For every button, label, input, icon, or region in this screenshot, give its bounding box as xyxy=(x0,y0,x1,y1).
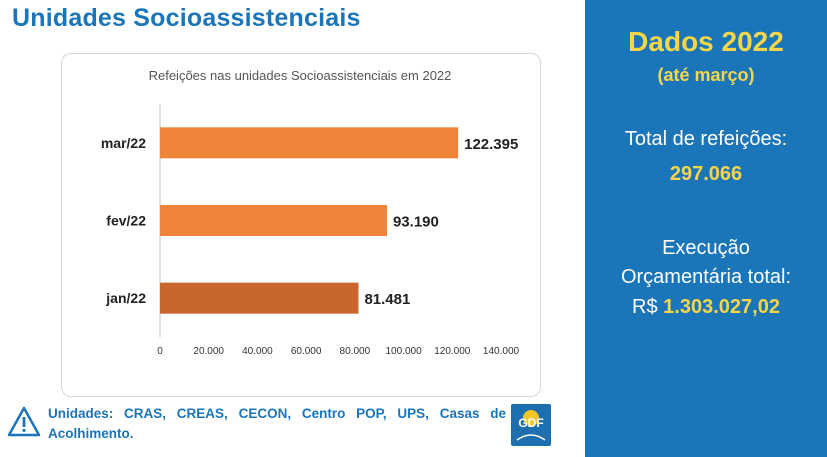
warning-icon xyxy=(7,406,41,437)
x-tick-label: 20.000 xyxy=(193,346,224,357)
bar-chart: Refeições nas unidades Socioassistenciai… xyxy=(101,68,520,357)
total-meals-label: Total de refeições: xyxy=(624,128,788,150)
value-label: 122.395 xyxy=(464,136,518,153)
budget-currency: R$ xyxy=(632,296,658,318)
summary-subtitle: (até março) xyxy=(657,65,755,85)
category-label: mar/22 xyxy=(101,135,146,151)
budget-value-line: R$ 1.303.027,02 xyxy=(585,296,827,319)
chart-card: Refeições nas unidades Socioassistenciai… xyxy=(61,53,541,397)
budget-label-line1: Execução xyxy=(662,237,750,259)
x-tick-label: 140.000 xyxy=(483,346,520,357)
logo-text: GDF xyxy=(518,416,544,430)
x-tick-label: 60.000 xyxy=(291,346,322,357)
units-note: Unidades: CRAS, CREAS, CECON, Centro POP… xyxy=(48,406,506,441)
category-label: fev/22 xyxy=(106,213,146,229)
budget-value: 1.303.027,02 xyxy=(663,296,780,318)
x-tick-label: 100.000 xyxy=(385,346,422,357)
x-tick-label: 40.000 xyxy=(242,346,273,357)
summary-panel: Dados 2022 (até março) Total de refeiçõe… xyxy=(585,0,827,457)
chart-title: Refeições nas unidades Socioassistenciai… xyxy=(149,68,452,83)
page-title: Unidades Socioassistenciais xyxy=(12,4,361,32)
x-tick-label: 80.000 xyxy=(340,346,371,357)
x-tick-label: 0 xyxy=(157,346,163,357)
value-label: 93.190 xyxy=(393,214,439,231)
bar-mar-22 xyxy=(160,127,459,159)
bar-jan-22 xyxy=(160,282,359,314)
bar-fev-22 xyxy=(160,205,387,236)
x-tick-label: 120.000 xyxy=(434,346,471,357)
total-meals-value: 297.066 xyxy=(669,163,743,185)
budget-label-line2: Orçamentária total: xyxy=(620,266,792,288)
summary-title: Dados 2022 xyxy=(628,26,784,57)
gdf-logo: GDF xyxy=(511,404,551,446)
category-label: jan/22 xyxy=(105,290,146,306)
value-label: 81.481 xyxy=(364,291,410,308)
